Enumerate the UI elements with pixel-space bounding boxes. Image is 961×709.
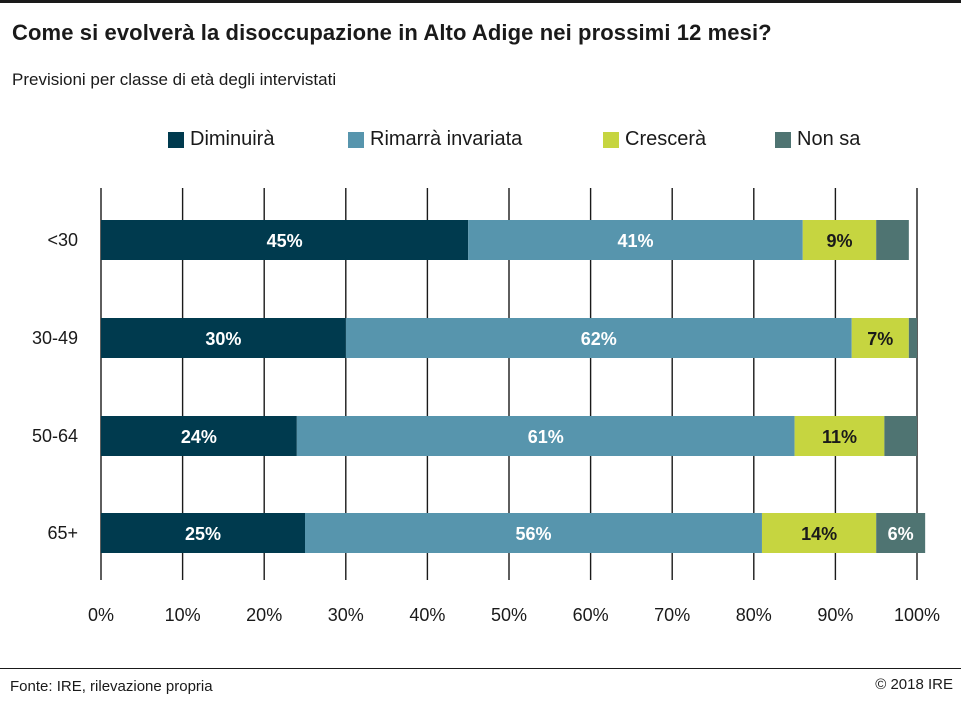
data-label: 7% bbox=[867, 329, 893, 349]
legend-item-non-sa: Non sa bbox=[775, 128, 860, 151]
legend-swatch-rimarra-invariata bbox=[348, 131, 364, 148]
y-category-label: 65+ bbox=[47, 523, 78, 543]
bar-segment bbox=[101, 513, 305, 553]
data-label: 11% bbox=[822, 427, 857, 447]
y-category-label: 30-49 bbox=[32, 328, 78, 348]
y-category-label: 50-64 bbox=[32, 426, 78, 446]
x-tick-label: 100% bbox=[894, 605, 940, 625]
bar-segment bbox=[794, 416, 885, 456]
x-tick-label: 20% bbox=[246, 605, 282, 625]
legend: Diminuirà Rimarrà invariata Crescerà Non… bbox=[0, 128, 961, 156]
data-label: 25% bbox=[185, 524, 221, 544]
legend-label-diminuira: Diminuirà bbox=[190, 128, 275, 150]
legend-swatch-non-sa bbox=[775, 131, 791, 148]
bar-segment bbox=[468, 220, 803, 260]
copyright-note: © 2018 IRE bbox=[875, 676, 953, 693]
bar-segment bbox=[305, 513, 762, 553]
data-label: 62% bbox=[581, 329, 617, 349]
footer-rule bbox=[0, 668, 961, 669]
data-label: 6% bbox=[888, 524, 914, 544]
x-tick-label: 0% bbox=[88, 605, 114, 625]
bar-segment bbox=[761, 513, 877, 553]
legend-label-non-sa: Non sa bbox=[797, 128, 861, 150]
data-label: 45% bbox=[267, 231, 303, 251]
chart-title: Come si evolverà la disoccupazione in Al… bbox=[12, 20, 772, 45]
chart-subtitle: Previsioni per classe di età degli inter… bbox=[12, 70, 337, 89]
bar-segment bbox=[884, 416, 917, 456]
x-tick-label: 30% bbox=[328, 605, 364, 625]
data-label: 24% bbox=[181, 427, 217, 447]
x-tick-label: 50% bbox=[491, 605, 527, 625]
data-label: 14% bbox=[801, 524, 837, 544]
legend-item-rimarra-invariata: Rimarrà invariata bbox=[348, 128, 522, 151]
bar-segment bbox=[345, 318, 852, 358]
data-label: 30% bbox=[205, 329, 241, 349]
x-tick-label: 90% bbox=[817, 605, 853, 625]
data-label: 9% bbox=[826, 231, 852, 251]
x-tick-label: 40% bbox=[409, 605, 445, 625]
bar-segment bbox=[101, 416, 297, 456]
legend-label-rimarra-invariata: Rimarrà invariata bbox=[370, 128, 523, 150]
legend-swatch-diminuira bbox=[168, 131, 184, 148]
x-tick-label: 80% bbox=[736, 605, 772, 625]
bar-segment bbox=[101, 318, 346, 358]
legend-swatch-crescera bbox=[603, 131, 619, 148]
data-label: 41% bbox=[617, 231, 653, 251]
source-note: Fonte: IRE, rilevazione propria bbox=[10, 678, 213, 695]
bar-segment bbox=[876, 513, 926, 553]
legend-item-crescera: Crescerà bbox=[603, 128, 706, 151]
data-label: 61% bbox=[528, 427, 564, 447]
legend-label-crescera: Crescerà bbox=[625, 128, 707, 150]
bar-segment bbox=[296, 416, 795, 456]
x-tick-label: 60% bbox=[573, 605, 609, 625]
legend-item-diminuira: Diminuirà bbox=[168, 128, 274, 151]
x-tick-label: 70% bbox=[654, 605, 690, 625]
bar-segment bbox=[908, 318, 917, 358]
y-category-label: <30 bbox=[47, 230, 78, 250]
top-rule bbox=[0, 0, 961, 3]
bar-segment bbox=[876, 220, 909, 260]
data-label: 56% bbox=[515, 524, 551, 544]
bar-segment bbox=[101, 220, 469, 260]
bar-segment bbox=[802, 220, 877, 260]
bar-segment bbox=[851, 318, 909, 358]
x-tick-label: 10% bbox=[165, 605, 201, 625]
